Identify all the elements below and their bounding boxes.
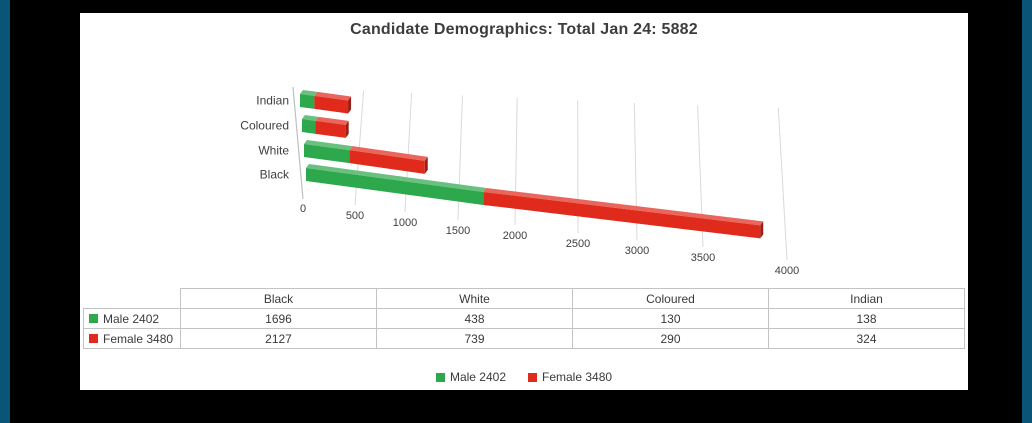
- bar-segment-female: [314, 95, 349, 114]
- table-row: Female 3480 2127 739 290 324: [83, 328, 965, 349]
- value-axis-tick-label: 500: [346, 210, 364, 222]
- table-header-cell: White: [376, 288, 573, 309]
- chart-panel: Candidate Demographics: Total Jan 24: 58…: [80, 13, 968, 390]
- table-header-row: Black White Coloured Indian: [84, 288, 965, 309]
- bar-segment-male: [306, 168, 484, 205]
- legend-label: Male 2402: [449, 370, 506, 384]
- bar-top-face: [483, 187, 764, 226]
- table-header-cell: Black: [180, 288, 377, 309]
- bar-chart-3d: 0 500 1000 1500 2000 2500 3000 3500 4000 Indian Co…: [240, 86, 799, 277]
- table-value-cell: 1696: [180, 308, 377, 329]
- bar-top-face: [300, 90, 318, 96]
- chart-title: Candidate Demographics: Total Jan 24: 58…: [350, 21, 698, 38]
- bar-segment-female: [315, 120, 346, 138]
- value-axis-tick-label: 0: [300, 203, 306, 215]
- series-key-swatch: [89, 333, 98, 343]
- legend-item: Female 3480: [528, 370, 612, 384]
- bar-end-cap: [760, 221, 764, 239]
- legend-label: Female 3480: [542, 370, 613, 384]
- table-header-cell: Coloured: [572, 288, 769, 309]
- bar-end-cap: [345, 120, 349, 138]
- category-axis-line: [292, 86, 304, 200]
- bar-top-face: [349, 146, 428, 161]
- bar-top-face: [304, 140, 353, 151]
- bar-top-face: [302, 115, 319, 121]
- chart-data-table: Black White Coloured Indian Male 2402 1696 438…: [83, 288, 965, 349]
- bar-segment-female: [349, 150, 425, 174]
- table-header-cell: Indian: [768, 288, 965, 309]
- bar-top-face: [314, 91, 352, 101]
- value-gridline: [777, 107, 788, 261]
- value-axis-tick-label: 3500: [691, 252, 715, 264]
- category-axis-label: Coloured: [240, 119, 289, 133]
- bar-top-face: [315, 116, 349, 125]
- chart-legend: Male 2402 Female 3480: [80, 369, 968, 385]
- table-value-cell: 739: [376, 328, 573, 349]
- table-value-cell: 324: [768, 328, 965, 349]
- table-corner-cell: [84, 289, 181, 309]
- table-row: Male 2402 1696 438 130 138: [83, 308, 965, 329]
- series-key-swatch: [89, 313, 98, 323]
- value-axis-tick-label: 2000: [503, 230, 527, 242]
- value-axis-tick-label: 1000: [393, 217, 417, 229]
- category-axis-label: Indian: [256, 94, 289, 108]
- value-axis-tick-label: 2500: [566, 238, 590, 250]
- category-axis-label: White: [258, 144, 289, 158]
- legend-key-swatch: [435, 372, 445, 382]
- bar-segment-male: [302, 119, 316, 134]
- left-edge-stripe: [0, 0, 10, 423]
- value-axis-tick-label: 4000: [775, 265, 799, 277]
- bar-end-cap: [348, 96, 352, 114]
- bar-top-face: [306, 164, 487, 192]
- bar-segment-male: [300, 94, 315, 109]
- right-edge-stripe: [1022, 0, 1032, 423]
- table-value-cell: 290: [572, 328, 769, 349]
- table-value-cell: 138: [768, 308, 965, 329]
- bar-segment-female: [483, 191, 761, 239]
- value-axis-tick-label: 3000: [625, 245, 649, 257]
- table-value-cell: 130: [572, 308, 769, 329]
- category-axis-label: Black: [260, 168, 290, 182]
- bar-end-cap: [424, 156, 428, 174]
- bar-segment-male: [304, 144, 350, 164]
- table-series-label: Female 3480: [83, 328, 181, 349]
- legend-item: Male 2402: [435, 370, 506, 384]
- table-series-label: Male 2402: [83, 308, 181, 329]
- legend-key-swatch: [528, 372, 537, 382]
- table-value-cell: 438: [376, 308, 573, 329]
- value-axis-tick-label: 1500: [446, 225, 470, 237]
- table-value-cell: 2127: [180, 328, 377, 349]
